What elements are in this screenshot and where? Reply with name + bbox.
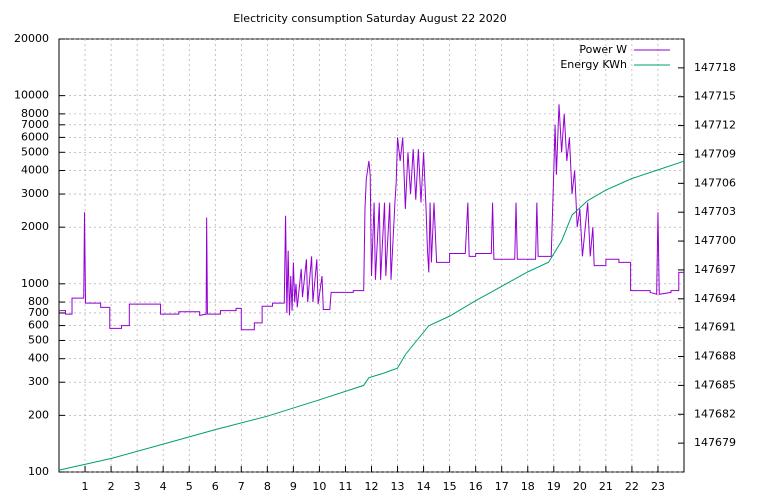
y2-tick-label: 147679 — [694, 436, 736, 449]
x-tick-label: 1 — [82, 480, 89, 493]
y-tick-label: 500 — [28, 333, 49, 346]
y-tick-label: 10000 — [14, 89, 49, 102]
x-tick-label: 4 — [160, 480, 167, 493]
y-tick-label: 20000 — [14, 32, 49, 45]
y-tick-label: 400 — [28, 352, 49, 365]
x-tick-label: 23 — [651, 480, 665, 493]
x-tick-label: 19 — [547, 480, 561, 493]
y-tick-label: 600 — [28, 319, 49, 332]
x-tick-label: 5 — [186, 480, 193, 493]
y2-tick-label: 147706 — [694, 176, 736, 189]
chart-title: Electricity consumption Saturday August … — [233, 12, 506, 25]
x-tick-label: 6 — [212, 480, 219, 493]
y-tick-label: 200 — [28, 408, 49, 421]
y-tick-label: 6000 — [21, 130, 49, 143]
y-tick-label: 8000 — [21, 107, 49, 120]
x-tick-label: 11 — [338, 480, 352, 493]
x-tick-label: 7 — [238, 480, 245, 493]
x-tick-label: 13 — [391, 480, 405, 493]
y2-tick-label: 147700 — [694, 234, 736, 247]
y2-tick-label: 147703 — [694, 205, 736, 218]
y2-tick-label: 147712 — [694, 119, 736, 132]
y-tick-label: 800 — [28, 295, 49, 308]
y-tick-label: 700 — [28, 306, 49, 319]
x-tick-label: 15 — [443, 480, 457, 493]
y2-tick-label: 147715 — [694, 90, 736, 103]
y-tick-label: 4000 — [21, 164, 49, 177]
legend-label: Energy KWh — [560, 58, 627, 71]
y-tick-label: 1000 — [21, 277, 49, 290]
x-tick-label: 16 — [469, 480, 483, 493]
y-tick-label: 100 — [28, 465, 49, 478]
x-tick-label: 3 — [134, 480, 141, 493]
x-tick-label: 10 — [312, 480, 326, 493]
y2-tick-label: 147694 — [694, 292, 736, 305]
series-line — [59, 104, 684, 331]
y2-tick-label: 147709 — [694, 147, 736, 160]
y-tick-label: 5000 — [21, 145, 49, 158]
x-tick-label: 8 — [264, 480, 271, 493]
series-line — [58, 160, 685, 471]
x-tick-label: 17 — [495, 480, 509, 493]
y-tick-label: 7000 — [21, 118, 49, 131]
y-tick-label: 300 — [28, 375, 49, 388]
x-tick-label: 9 — [290, 480, 297, 493]
y2-tick-label: 147697 — [694, 263, 736, 276]
x-tick-label: 20 — [573, 480, 587, 493]
y2-tick-label: 147688 — [694, 350, 736, 363]
y-tick-label: 2000 — [21, 220, 49, 233]
y2-tick-label: 147682 — [694, 407, 736, 420]
x-tick-label: 14 — [417, 480, 431, 493]
y2-tick-label: 147691 — [694, 321, 736, 334]
legend-label: Power W — [579, 43, 627, 56]
y2-tick-label: 147718 — [694, 61, 736, 74]
y2-tick-label: 147685 — [694, 378, 736, 391]
x-tick-label: 21 — [599, 480, 613, 493]
y-tick-label: 3000 — [21, 187, 49, 200]
x-tick-label: 18 — [521, 480, 535, 493]
x-tick-label: 2 — [108, 480, 115, 493]
x-tick-label: 22 — [625, 480, 639, 493]
x-tick-label: 12 — [365, 480, 379, 493]
